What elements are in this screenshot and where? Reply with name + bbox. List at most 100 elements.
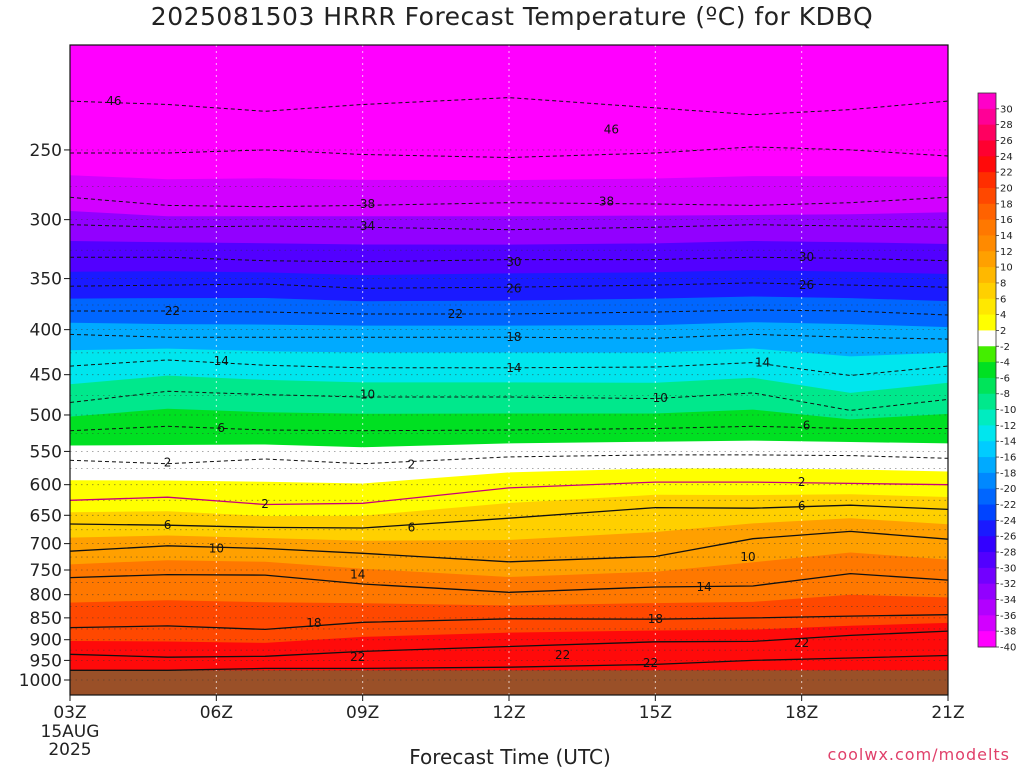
colorbar-label: -4 [1000,358,1010,369]
contour-label: 6 [798,499,806,513]
temperature-field [70,97,948,696]
contour-label: 14 [214,354,229,368]
colorbar-swatch [978,282,996,300]
colorbar-label: -6 [1000,373,1010,384]
colorbar-label: 6 [1000,294,1006,305]
contour-label: 26 [506,281,521,295]
contour-label: 22 [165,304,180,318]
contour-label: 18 [306,616,321,630]
contour-label: 6 [408,520,416,534]
contour-label: 46 [604,123,619,137]
colorbar-label: 28 [1000,120,1013,131]
colorbar-label: -28 [1000,548,1016,559]
colorbar-label: -12 [1000,421,1016,432]
colorbar-swatch [978,615,996,632]
contour-label: 6 [803,419,811,433]
contour-label: 38 [360,197,375,211]
colorbar-label: 10 [1000,263,1013,274]
contour-label: 2 [261,497,269,511]
colorbar-label: -16 [1000,453,1016,464]
y-tick-label: 350 [30,270,62,290]
contour-label: 2 [164,455,172,469]
contour-label: 14 [755,356,770,370]
contour-label: 14 [506,361,521,375]
colorbar-swatch [978,203,996,221]
x-tick-label: 15Z [639,703,672,723]
isotherm-line [69,572,949,593]
colorbar-swatch [978,346,996,363]
colorbar-swatch [978,251,996,268]
colorbar-swatch [978,409,996,426]
colorbar-swatch [978,172,996,189]
colorbar-label: -14 [1000,437,1016,448]
x-tick-label: 06Z [200,703,233,723]
colorbar-swatch [978,93,996,110]
colorbar-swatch [978,108,996,126]
colorbar-label: -26 [1000,532,1016,543]
contour-label: 14 [350,568,365,582]
contour-label: 10 [740,550,755,564]
colorbar-swatch [978,504,996,521]
colorbar-label: -10 [1000,405,1016,416]
contour-label: 22 [794,636,809,650]
isotherm-line [69,504,949,529]
colorbar-swatch [978,140,996,157]
contour-label: 30 [506,255,521,269]
x-tick-label: 03Z [53,703,86,723]
contour-label: 2 [798,475,806,489]
y-tick-label: 950 [30,651,62,671]
colorbar-label: 8 [1000,278,1006,289]
isotherm-line [70,654,949,671]
colorbar-label: 14 [1000,231,1013,242]
contour-label: 6 [164,518,172,532]
colorbar-swatch [978,314,996,331]
y-tick-label: 500 [30,406,62,426]
colorbar-swatch [978,552,996,569]
colorbar-swatch [978,583,996,601]
y-tick-label: 550 [30,442,62,462]
colorbar-swatch [978,377,996,395]
y-tick-label: 1000 [19,671,62,691]
contour-label: 22 [643,656,658,670]
x-tick-label: 21Z [931,703,964,723]
colorbar-label: 18 [1000,199,1013,210]
isotherm-line [69,630,949,658]
colorbar-swatch [978,488,996,506]
colorbar-label: -36 [1000,611,1016,622]
contour-label: 6 [217,421,225,435]
colorbar-swatch [978,362,996,379]
colorbar-swatch [978,599,996,616]
colorbar-swatch [978,330,996,347]
y-tick-label: 750 [30,561,62,581]
colorbar-swatch [978,393,996,411]
y-tick-label: 400 [30,321,62,341]
colorbar-swatch [978,219,996,236]
colorbar-label: -2 [1000,342,1010,353]
colorbar-swatch [978,425,996,442]
contour-label: 22 [448,307,463,321]
x-axis-label: Forecast Time (UTC) [409,745,611,769]
isotherm-line [69,481,949,506]
colorbar-swatch [978,187,996,205]
colorbar-swatch [978,472,996,490]
y-tick-label: 450 [30,366,62,386]
colorbar-label: -8 [1000,389,1010,400]
colorbar-label: 2 [1000,326,1006,337]
y-tick-label: 650 [30,506,62,526]
colorbar-label: -24 [1000,516,1016,527]
isotherm-line [69,390,949,411]
contour-label: 10 [209,542,224,556]
y-tick-label: 700 [30,535,62,555]
credit-text: coolwx.com/modelts [827,745,1010,764]
contour-label: 46 [106,94,121,108]
x-tick-label: 09Z [346,703,379,723]
colorbar-label: -18 [1000,468,1016,479]
colorbar-label: -20 [1000,484,1016,495]
colorbar-label: -30 [1000,563,1016,574]
y-tick-label: 250 [30,141,62,161]
isotherm-line [69,530,949,563]
colorbar-swatch [978,567,996,585]
colorbar-label: -38 [1000,627,1016,638]
colorbar-label: -22 [1000,500,1016,511]
